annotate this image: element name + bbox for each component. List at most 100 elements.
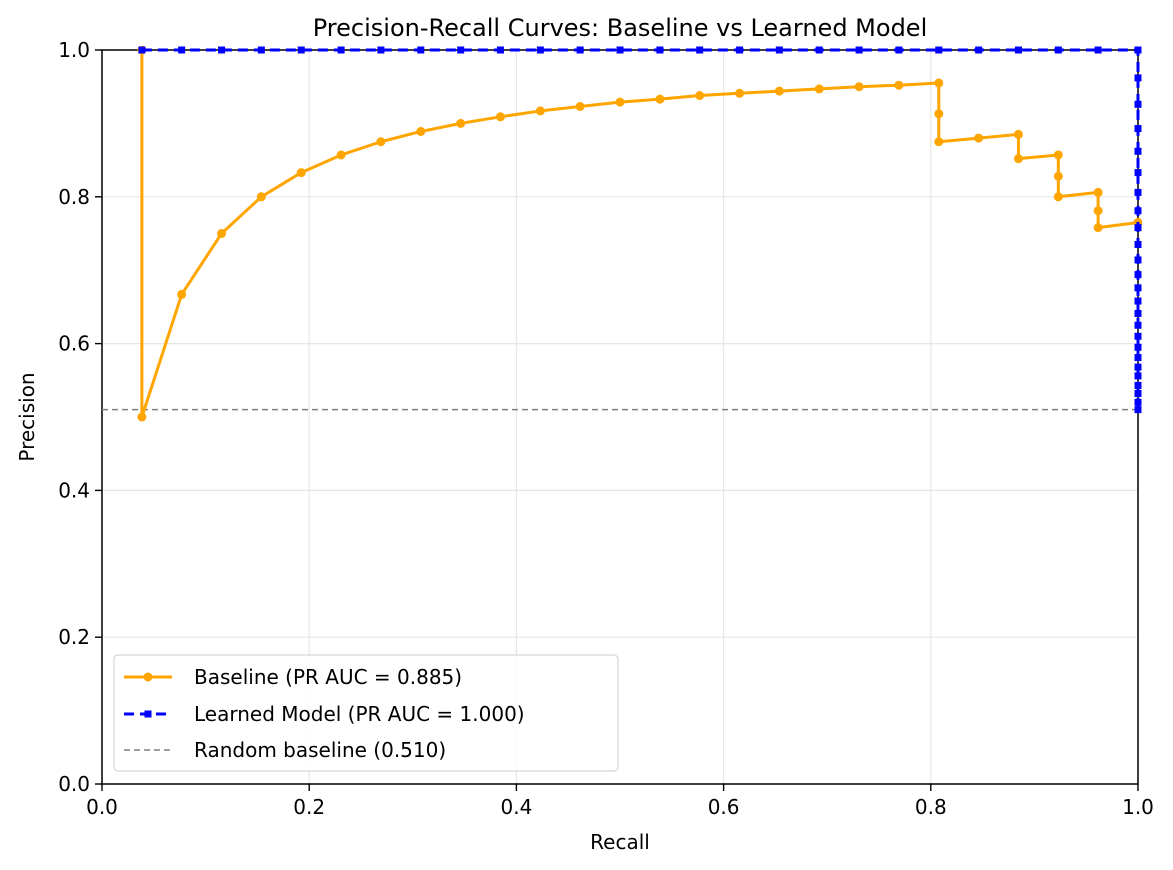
- learned-model-point: [815, 46, 823, 54]
- legend-box: [113, 654, 619, 772]
- y-tick-label: 0.4: [58, 478, 90, 502]
- x-tick-label: 0.6: [708, 795, 740, 819]
- baseline-point: [695, 91, 705, 101]
- learned-model-point: [457, 46, 465, 54]
- learned-model-point: [1134, 297, 1142, 305]
- learned-model-point: [218, 46, 226, 54]
- learned-model-point: [1134, 224, 1142, 232]
- learned-model-point: [895, 46, 903, 54]
- learned-model-point: [736, 46, 744, 54]
- x-tick-label: 1.0: [1122, 795, 1154, 819]
- legend-label-random-baseline: Random baseline (0.510): [194, 738, 446, 762]
- baseline-point: [296, 168, 306, 178]
- learned-model-point: [417, 46, 425, 54]
- y-tick-label: 0.0: [58, 772, 90, 796]
- learned-model-legend-marker: [144, 710, 152, 718]
- baseline-point: [934, 78, 944, 88]
- x-tick-label: 0.8: [915, 795, 947, 819]
- learned-model-point: [1134, 241, 1142, 249]
- baseline-point: [774, 86, 784, 96]
- baseline-point: [256, 192, 266, 202]
- baseline-point: [336, 150, 346, 160]
- baseline-point: [854, 82, 864, 92]
- learned-model-point: [1134, 256, 1142, 264]
- learned-model-point: [1134, 169, 1142, 177]
- baseline-point: [217, 229, 227, 238]
- learned-model-point: [775, 46, 783, 54]
- y-tick-label: 0.2: [58, 625, 90, 649]
- learned-model-point: [1134, 74, 1142, 82]
- learned-model-point: [1134, 46, 1142, 54]
- learned-model-point: [1134, 310, 1142, 318]
- baseline-point: [934, 137, 944, 147]
- y-axis-label: Precision: [15, 372, 39, 461]
- learned-model-point: [656, 46, 664, 54]
- baseline-point: [1053, 192, 1063, 202]
- y-tick-label: 1.0: [58, 38, 90, 62]
- legend: Baseline (PR AUC = 0.885) Learned Model …: [113, 654, 619, 772]
- learned-model-point: [1134, 271, 1142, 279]
- learned-model-point: [257, 46, 265, 54]
- axis-ticks: 0.0 0.2 0.4 0.6 0.8 1.0 0.0 0.2 0.4 0.6 0.8 1.0: [58, 38, 1154, 819]
- series-layer: [102, 46, 1142, 422]
- learned-model-point: [536, 46, 544, 54]
- baseline-point: [416, 126, 426, 136]
- learned-model-line: [141, 48, 1140, 410]
- legend-label-learned-model: Learned Model (PR AUC = 1.000): [194, 702, 525, 726]
- learned-model-point: [935, 46, 943, 54]
- learned-model-point: [616, 46, 624, 54]
- baseline-point: [456, 118, 466, 128]
- learned-model-point: [178, 46, 186, 54]
- x-tick-label: 0.4: [500, 795, 532, 819]
- baseline-point: [974, 133, 984, 143]
- baseline-point: [1093, 223, 1103, 233]
- baseline-point: [177, 289, 187, 299]
- baseline-point: [575, 102, 585, 112]
- learned-model-point: [1134, 390, 1142, 398]
- learned-model-point: [496, 46, 504, 54]
- chart-title: Precision-Recall Curves: Baseline vs Lea…: [313, 14, 927, 42]
- learned-model-point: [1134, 188, 1142, 196]
- baseline-point: [655, 94, 665, 104]
- learned-model-point: [1134, 354, 1142, 362]
- baseline-line: [140, 50, 1139, 419]
- learned-model-point: [1134, 321, 1142, 329]
- legend-samples: [124, 672, 172, 751]
- baseline-point: [495, 112, 505, 122]
- learned-model-point: [1014, 46, 1022, 54]
- learned-model-point: [1134, 363, 1142, 371]
- learned-model-point: [696, 46, 704, 54]
- y-tick-label: 0.6: [58, 332, 90, 356]
- baseline-point: [1093, 187, 1103, 197]
- learned-model-point: [1094, 46, 1102, 54]
- learned-model-point: [975, 46, 983, 54]
- baseline-point: [934, 109, 944, 119]
- learned-model-point: [1134, 284, 1142, 292]
- x-axis-label: Recall: [590, 830, 650, 854]
- x-tick-label: 0.0: [86, 795, 118, 819]
- baseline-point: [1053, 150, 1063, 160]
- learned-model-point: [1134, 332, 1142, 340]
- learned-model-point: [377, 46, 385, 54]
- learned-model-point: [1134, 125, 1142, 133]
- learned-model-point: [1134, 372, 1142, 380]
- learned-model-point: [1134, 147, 1142, 155]
- baseline-point: [615, 97, 625, 107]
- baseline-point: [376, 137, 386, 147]
- learned-model-point: [1134, 207, 1142, 215]
- learned-model-point: [1134, 343, 1142, 351]
- learned-model-point: [1134, 398, 1142, 406]
- baseline-point: [814, 84, 824, 94]
- learned-model-point: [138, 46, 146, 54]
- learned-model-point: [297, 46, 305, 54]
- baseline-point: [535, 106, 545, 116]
- baseline-point: [1013, 129, 1023, 139]
- learned-model-point: [855, 46, 863, 54]
- x-tick-label: 0.2: [293, 795, 325, 819]
- learned-model-point: [576, 46, 584, 54]
- baseline-point: [894, 80, 904, 90]
- learned-model-point: [1134, 100, 1142, 108]
- baseline-legend-marker: [143, 672, 153, 682]
